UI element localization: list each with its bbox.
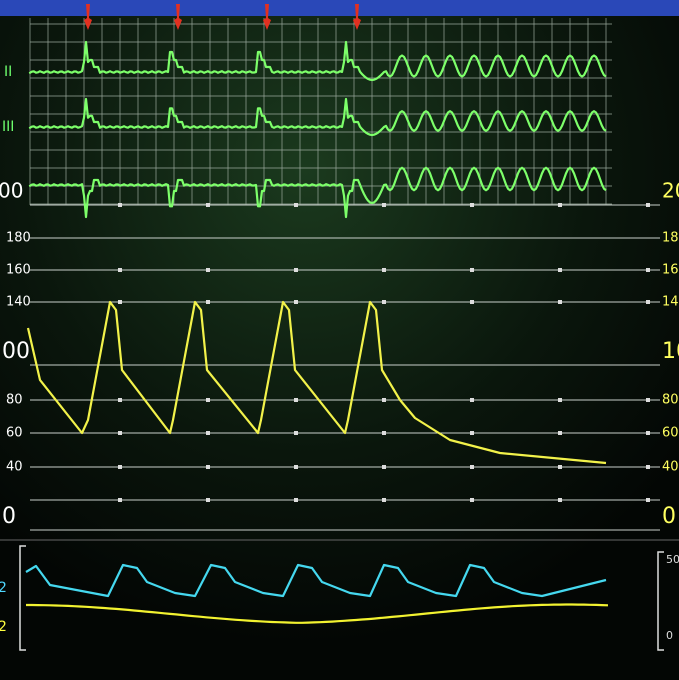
- channel-label: 2: [0, 580, 7, 596]
- bracket: [657, 551, 664, 651]
- marker: [84, 4, 92, 30]
- dot: [558, 300, 562, 304]
- dot: [646, 398, 650, 402]
- bracket: [19, 545, 26, 651]
- marker: [353, 4, 361, 30]
- pressure-label: 80: [6, 393, 23, 408]
- pressure-label: 140: [662, 295, 679, 310]
- dot: [382, 498, 386, 502]
- dot: [206, 300, 210, 304]
- pressure-wave: [26, 300, 607, 465]
- channel-label: 2: [0, 619, 7, 635]
- marker: [174, 4, 182, 30]
- dot: [470, 268, 474, 272]
- dot: [558, 268, 562, 272]
- dot: [558, 498, 562, 502]
- dot: [382, 398, 386, 402]
- dot: [470, 300, 474, 304]
- yellow-wave: [26, 603, 609, 624]
- dot: [558, 465, 562, 469]
- dot: [206, 268, 210, 272]
- dot: [470, 203, 474, 207]
- dot: [646, 300, 650, 304]
- ecg-wave: [28, 40, 607, 82]
- dot: [470, 398, 474, 402]
- waveforms: [25, 40, 609, 624]
- marker: [263, 4, 271, 30]
- dot: [294, 431, 298, 435]
- dot: [558, 398, 562, 402]
- dot: [470, 465, 474, 469]
- dot: [118, 498, 122, 502]
- pressure-label: 0: [662, 504, 676, 529]
- top-bar: [0, 0, 679, 16]
- dot: [206, 203, 210, 207]
- cyan-wave: [25, 563, 607, 598]
- dot: [294, 300, 298, 304]
- dot: [118, 268, 122, 272]
- pressure-label: 60: [6, 426, 23, 441]
- pressure-label: 160: [662, 263, 679, 278]
- dot: [646, 431, 650, 435]
- dot: [558, 431, 562, 435]
- lead-label: II: [4, 64, 12, 80]
- dot: [206, 398, 210, 402]
- dot: [294, 203, 298, 207]
- dot: [206, 431, 210, 435]
- dot: [382, 431, 386, 435]
- pressure-label: 00: [2, 339, 30, 364]
- dot: [206, 498, 210, 502]
- scale-label: 0: [666, 629, 673, 642]
- pressure-label: 40: [662, 460, 679, 475]
- dot: [206, 465, 210, 469]
- dot: [118, 431, 122, 435]
- dot: [382, 268, 386, 272]
- pressure-label: 0: [2, 504, 16, 529]
- pressure-label: 80: [662, 393, 679, 408]
- dot: [382, 465, 386, 469]
- dot: [294, 498, 298, 502]
- dot: [470, 431, 474, 435]
- dot: [294, 398, 298, 402]
- scale-label: 50: [666, 553, 679, 566]
- dot: [646, 498, 650, 502]
- pressure-label: 180: [6, 231, 31, 246]
- dot: [646, 203, 650, 207]
- dot: [118, 465, 122, 469]
- scale-label: 00: [0, 179, 23, 203]
- dot: [470, 498, 474, 502]
- pressure-label: 40: [6, 460, 23, 475]
- pressure-label: 180: [662, 231, 679, 246]
- pressure-label: 10: [662, 339, 679, 364]
- dot: [294, 268, 298, 272]
- dot: [382, 300, 386, 304]
- lead-label: III: [2, 119, 14, 135]
- pressure-label: 60: [662, 426, 679, 441]
- scale-label: 20: [662, 179, 679, 203]
- dot: [646, 465, 650, 469]
- dot: [646, 268, 650, 272]
- ecg-wave: [28, 97, 607, 137]
- dot: [118, 398, 122, 402]
- dot: [294, 465, 298, 469]
- dot: [558, 203, 562, 207]
- dot: [118, 300, 122, 304]
- dot: [118, 203, 122, 207]
- pressure-label: 160: [6, 263, 31, 278]
- dot: [382, 203, 386, 207]
- ecg-grid: [29, 18, 612, 205]
- ecg-wave: [28, 166, 607, 219]
- pressure-label: 140: [6, 295, 31, 310]
